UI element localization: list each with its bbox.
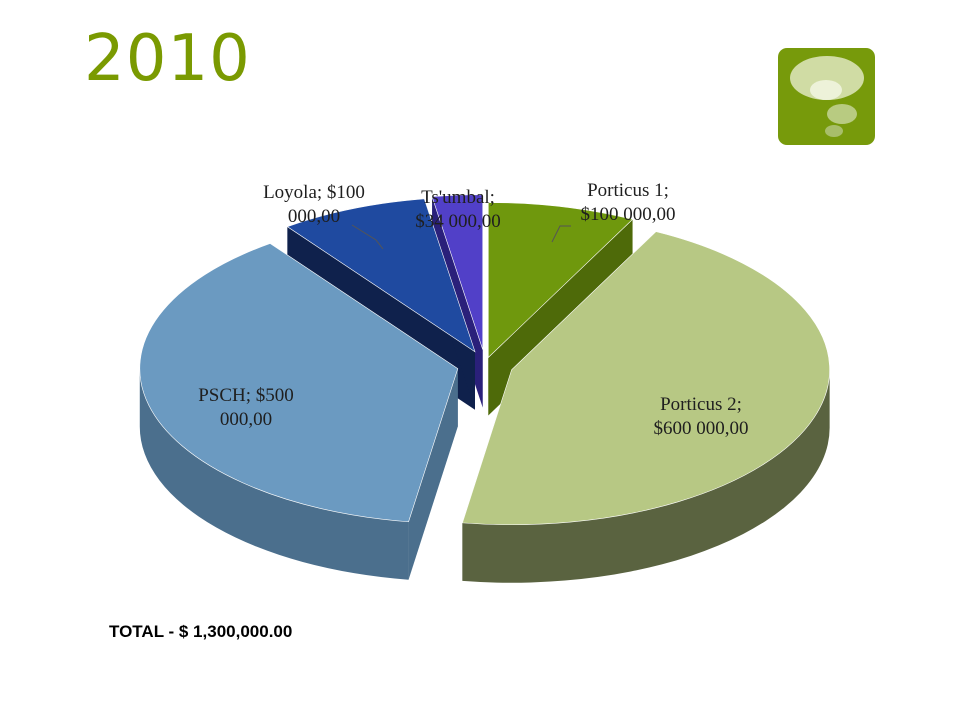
slide-title: 2010 — [84, 22, 251, 96]
pie-slice-porticus-1 — [487, 202, 634, 359]
pie-slice-ts-umbal — [431, 194, 484, 350]
pie-slice-loyola — [286, 198, 476, 353]
data-label: Ts'umbal; $34 000,00 — [415, 187, 501, 232]
data-label: Porticus 1; $100 000,00 — [581, 180, 676, 225]
pie-slice-wall — [139, 368, 409, 580]
speech-bubble-logo-icon — [778, 48, 875, 145]
leader-line — [351, 224, 384, 250]
pie-slice-psch — [139, 243, 459, 523]
data-label: Loyola; $100 000,00 — [263, 182, 365, 227]
pie-slice-cut-face — [408, 368, 458, 580]
data-label: PSCH; $500 000,00 — [198, 385, 294, 430]
leader-line — [551, 225, 571, 243]
total-amount: TOTAL - $ 1,300,000.00 — [109, 622, 293, 641]
pie-slice-wall — [462, 369, 830, 583]
data-label: Porticus 2; $600 000,00 — [654, 394, 749, 439]
pie-slice-porticus-2 — [462, 231, 830, 526]
